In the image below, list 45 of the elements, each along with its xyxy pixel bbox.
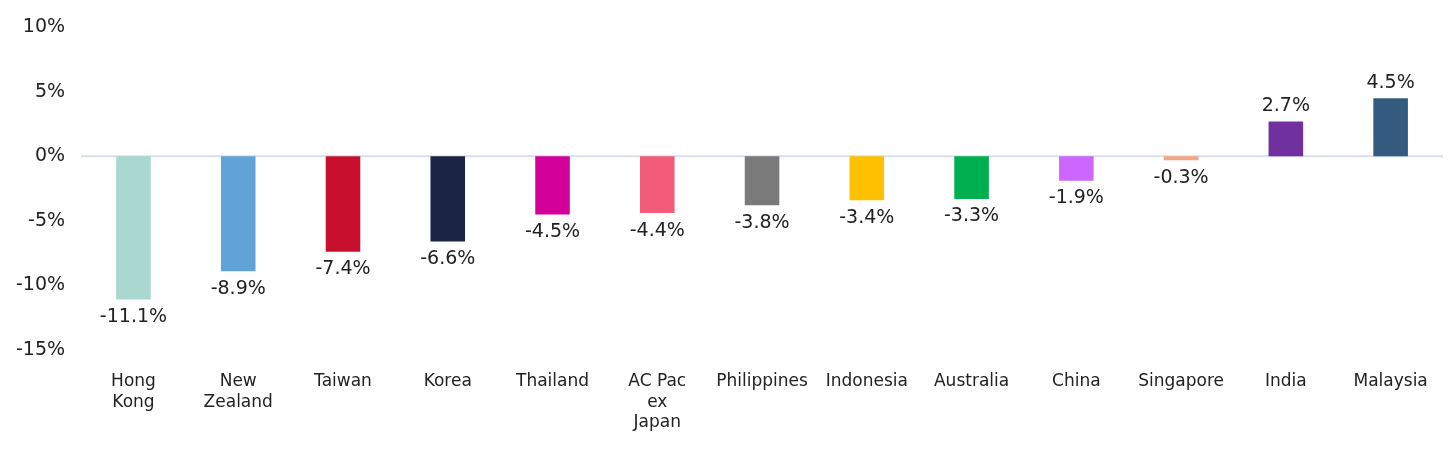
bar bbox=[1268, 121, 1304, 157]
data-label: -3.8% bbox=[734, 209, 790, 232]
x-tick-label: Singapore bbox=[1138, 370, 1224, 391]
x-tick-label: Australia bbox=[933, 370, 1010, 391]
bar bbox=[954, 156, 989, 199]
y-tick-label: 0% bbox=[34, 143, 66, 166]
data-label: -4.5% bbox=[524, 218, 581, 241]
bar bbox=[1163, 156, 1199, 161]
x-tick-label: Thailand bbox=[515, 370, 590, 391]
x-tick-label: China bbox=[1052, 370, 1101, 391]
x-tick-label: Philippines bbox=[716, 370, 808, 391]
y-tick-label: -5% bbox=[28, 207, 66, 230]
x-tick-label: New Zealand bbox=[203, 370, 273, 411]
data-label: -6.6% bbox=[420, 245, 476, 268]
y-tick-label: 10% bbox=[22, 14, 66, 37]
bar bbox=[1059, 156, 1094, 181]
data-label: -3.4% bbox=[839, 204, 895, 227]
bar bbox=[116, 156, 151, 300]
data-label: -4.4% bbox=[629, 217, 685, 240]
bar bbox=[430, 156, 466, 242]
bar bbox=[535, 156, 570, 215]
bar bbox=[640, 156, 675, 214]
data-label: -11.1% bbox=[99, 303, 168, 326]
data-label: -8.9% bbox=[210, 275, 266, 298]
bar bbox=[325, 156, 361, 252]
data-label: -7.4% bbox=[315, 256, 371, 279]
data-label: 2.7% bbox=[1261, 92, 1310, 115]
y-tick-label: -10% bbox=[15, 272, 66, 295]
x-tick-label: Malaysia bbox=[1353, 370, 1428, 391]
x-tick-label: Hong Kong bbox=[111, 370, 156, 411]
y-tick-label: -15% bbox=[15, 336, 66, 359]
bar bbox=[1373, 98, 1408, 157]
x-tick-label: Taiwan bbox=[313, 370, 372, 391]
y-tick-label: 5% bbox=[34, 78, 66, 101]
data-label: -3.3% bbox=[944, 203, 1000, 226]
x-tick-label: Indonesia bbox=[825, 370, 908, 391]
x-tick-label: India bbox=[1265, 370, 1307, 391]
x-tick-label: Korea bbox=[423, 370, 472, 391]
data-label: 4.5% bbox=[1366, 69, 1415, 92]
bar bbox=[744, 156, 780, 206]
data-label: -1.9% bbox=[1048, 185, 1104, 208]
x-tick-label: AC Pac ex Japan bbox=[628, 370, 687, 432]
bar bbox=[220, 156, 256, 272]
bar bbox=[849, 156, 885, 201]
data-label: -0.3% bbox=[1153, 164, 1209, 187]
